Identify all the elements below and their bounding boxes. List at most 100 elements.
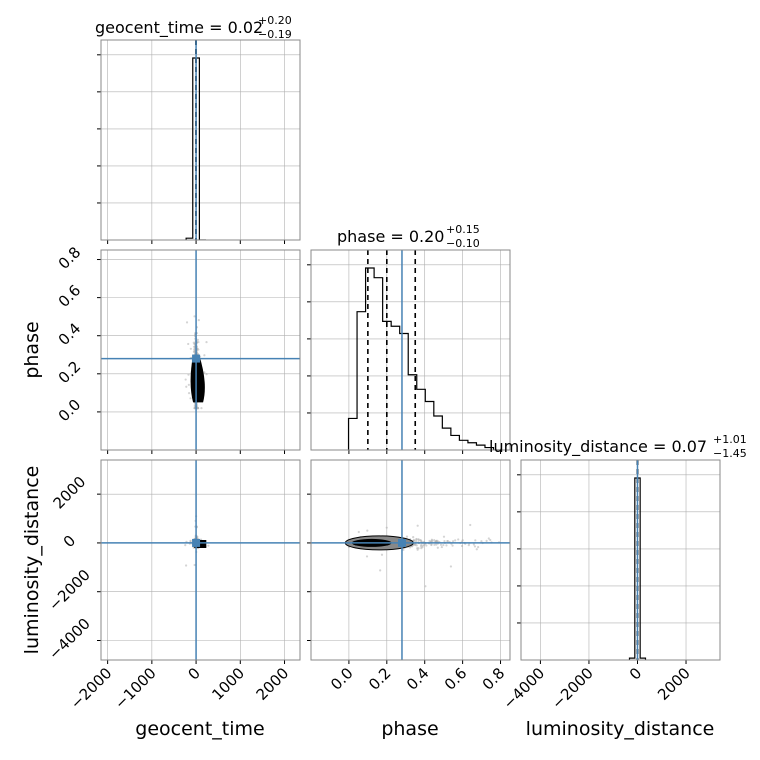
- sample-point: [451, 544, 454, 547]
- panel-frame: [310, 459, 511, 661]
- sample-point: [440, 545, 443, 549]
- tick-label-x: 0.0: [327, 664, 357, 694]
- title-phase-main: phase = 0.20: [337, 227, 444, 246]
- sample-point: [412, 536, 415, 539]
- truth-marker: [192, 538, 201, 547]
- ylabel-luminosity-distance: luminosity_distance: [21, 466, 43, 655]
- panels: 0.00.20.40.60.8−2000−1000 0 1000 2000−4000−…: [45, 39, 721, 713]
- xlabel-luminosity-distance: luminosity_distance: [526, 718, 715, 740]
- sample-point: [385, 526, 388, 529]
- sample-point: [193, 315, 196, 318]
- sample-point: [184, 564, 188, 567]
- sample-point: [185, 385, 188, 388]
- tick-label-x: 0.4: [403, 664, 433, 694]
- tick-label-y: −4000: [45, 615, 94, 664]
- sample-point: [203, 354, 206, 357]
- panel-geocent_time-geocent_time: [97, 39, 301, 244]
- sample-point: [185, 321, 189, 324]
- sample-point: [445, 544, 448, 547]
- panel-frame: [100, 39, 301, 241]
- tick-label-x: −2000: [67, 664, 116, 713]
- sample-point: [473, 545, 477, 548]
- sample-point: [197, 340, 200, 344]
- density-core: [194, 540, 207, 548]
- samples-phase-luminosity_distance: [347, 523, 501, 588]
- xlabel-phase: phase: [381, 718, 438, 740]
- sample-point: [446, 539, 449, 543]
- sample-point: [436, 546, 439, 549]
- title-luminosity-distance-plus: +1.01: [713, 433, 747, 446]
- tick-label-y: 0.8: [55, 243, 85, 273]
- panel-frame: [520, 459, 721, 661]
- sample-point: [184, 544, 187, 547]
- sample-point: [420, 540, 423, 543]
- sample-point: [469, 523, 472, 527]
- sample-point: [380, 553, 384, 556]
- sample-point: [417, 547, 420, 550]
- sample-point: [454, 539, 457, 542]
- tick-label-y: 0.0: [55, 396, 85, 426]
- sample-point: [366, 529, 369, 532]
- title-geocent-time: geocent_time = 0.02 +0.20 −0.19: [95, 14, 292, 41]
- sample-point: [449, 565, 453, 568]
- sample-point: [205, 341, 208, 344]
- tick-label-y: −2000: [45, 566, 94, 615]
- sample-point: [425, 544, 428, 547]
- panel-content: [101, 460, 300, 660]
- sample-point: [417, 538, 420, 541]
- sample-point: [193, 348, 196, 351]
- title-phase-plus: +0.15: [446, 223, 480, 236]
- sample-point: [421, 546, 424, 549]
- sample-point: [460, 544, 464, 548]
- panel-geocent_time-phase: 0.0 0.2 0.4 0.6 0.8: [55, 243, 301, 454]
- tick-label-x: 2000: [654, 664, 694, 704]
- sample-point: [485, 539, 488, 542]
- tick-label-x: −2000: [548, 664, 597, 713]
- sample-point: [477, 546, 480, 549]
- sample-point: [451, 540, 455, 543]
- tick-label-x: 2000: [253, 664, 293, 704]
- panel-frame: [100, 459, 301, 661]
- panel-content: [101, 250, 300, 450]
- sample-point: [475, 548, 478, 551]
- sample-point: [415, 540, 418, 543]
- title-phase: phase = 0.20 +0.15 −0.10: [337, 223, 480, 250]
- sample-point: [487, 537, 490, 540]
- panel-frame: [100, 249, 301, 451]
- sample-point: [480, 540, 483, 543]
- tick-label-x: 1000: [208, 664, 248, 704]
- sample-point: [489, 538, 492, 542]
- tick-label-x: −4000: [500, 664, 549, 713]
- title-phase-minus: −0.10: [446, 237, 480, 250]
- sample-point: [193, 563, 196, 567]
- sample-point: [357, 530, 360, 534]
- sample-point: [193, 406, 196, 410]
- sample-point: [430, 538, 433, 541]
- title-luminosity-distance-main: luminosity_distance = 0.07: [489, 437, 707, 457]
- title-geocent-time-main: geocent_time = 0.02: [95, 18, 263, 38]
- sample-point: [467, 544, 470, 547]
- tick-label-y: 0: [60, 532, 79, 551]
- sample-point: [433, 543, 436, 546]
- sample-point: [205, 372, 208, 376]
- sample-point: [189, 347, 192, 350]
- sample-point: [187, 392, 191, 395]
- panel-phase-luminosity_distance: 0.0 0.2 0.4 0.6 0.8: [307, 459, 511, 694]
- sample-point: [430, 543, 433, 547]
- tick-label-y: 0.6: [55, 281, 85, 311]
- sample-point: [472, 543, 475, 546]
- tick-label-x: −1000: [111, 664, 160, 713]
- panel-content: [101, 40, 300, 240]
- density-core: [190, 354, 205, 403]
- sample-point: [435, 543, 438, 546]
- tick-label-x: 0: [184, 664, 203, 683]
- panel-content: [521, 460, 720, 660]
- tick-label-x: 0.2: [365, 664, 395, 694]
- sample-point: [379, 569, 382, 572]
- title-luminosity-distance: luminosity_distance = 0.07 +1.01 −1.45: [489, 433, 747, 460]
- histogram-phase: [347, 267, 503, 450]
- sample-point: [424, 585, 427, 588]
- tick-label-x: 0.8: [479, 664, 509, 694]
